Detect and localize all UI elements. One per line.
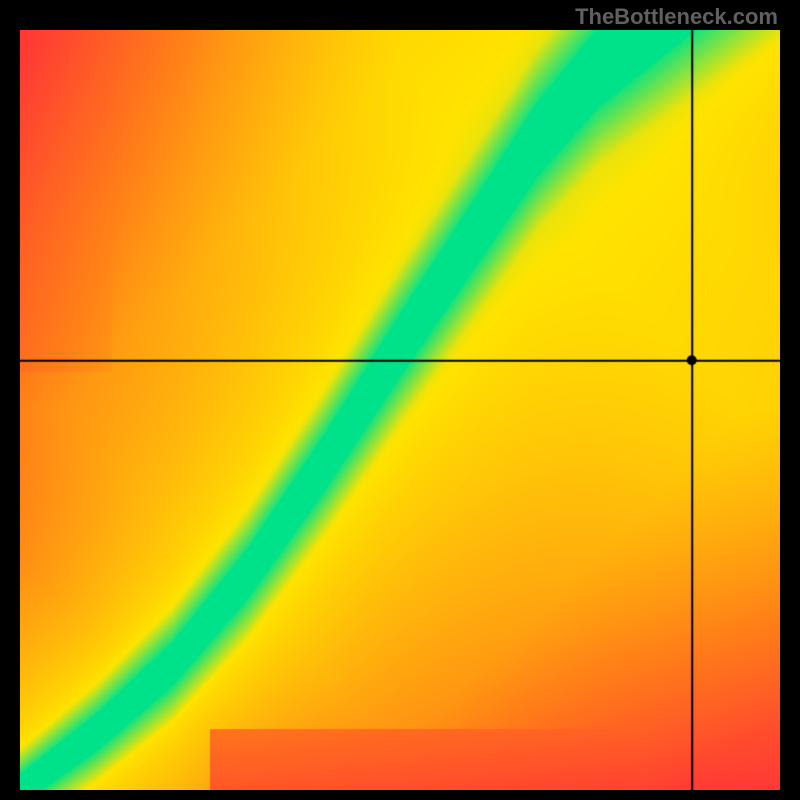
chart-container: { "watermark": "TheBottleneck.com", "cha… — [0, 0, 800, 800]
bottleneck-heatmap — [20, 30, 780, 790]
watermark-text: TheBottleneck.com — [575, 4, 778, 30]
